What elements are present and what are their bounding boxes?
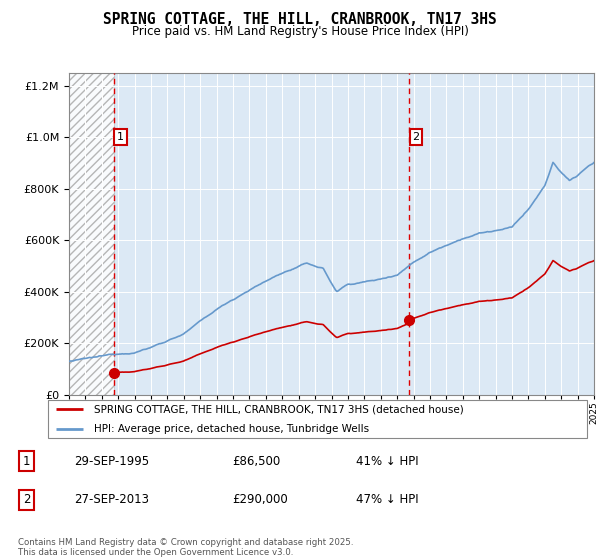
Text: 2: 2 — [23, 493, 30, 506]
Text: 29-SEP-1995: 29-SEP-1995 — [74, 455, 149, 468]
FancyBboxPatch shape — [48, 400, 587, 438]
Text: £290,000: £290,000 — [232, 493, 288, 506]
Text: SPRING COTTAGE, THE HILL, CRANBROOK, TN17 3HS: SPRING COTTAGE, THE HILL, CRANBROOK, TN1… — [103, 12, 497, 27]
Text: Contains HM Land Registry data © Crown copyright and database right 2025.
This d: Contains HM Land Registry data © Crown c… — [18, 538, 353, 557]
Text: 2: 2 — [412, 132, 419, 142]
Text: HPI: Average price, detached house, Tunbridge Wells: HPI: Average price, detached house, Tunb… — [94, 424, 369, 433]
Bar — [69, 73, 114, 395]
Text: 47% ↓ HPI: 47% ↓ HPI — [356, 493, 419, 506]
Text: 1: 1 — [23, 455, 30, 468]
Text: £86,500: £86,500 — [232, 455, 281, 468]
Text: SPRING COTTAGE, THE HILL, CRANBROOK, TN17 3HS (detached house): SPRING COTTAGE, THE HILL, CRANBROOK, TN1… — [94, 404, 464, 414]
Text: 1: 1 — [117, 132, 124, 142]
Text: Price paid vs. HM Land Registry's House Price Index (HPI): Price paid vs. HM Land Registry's House … — [131, 25, 469, 38]
Text: 41% ↓ HPI: 41% ↓ HPI — [356, 455, 419, 468]
Text: 27-SEP-2013: 27-SEP-2013 — [74, 493, 149, 506]
